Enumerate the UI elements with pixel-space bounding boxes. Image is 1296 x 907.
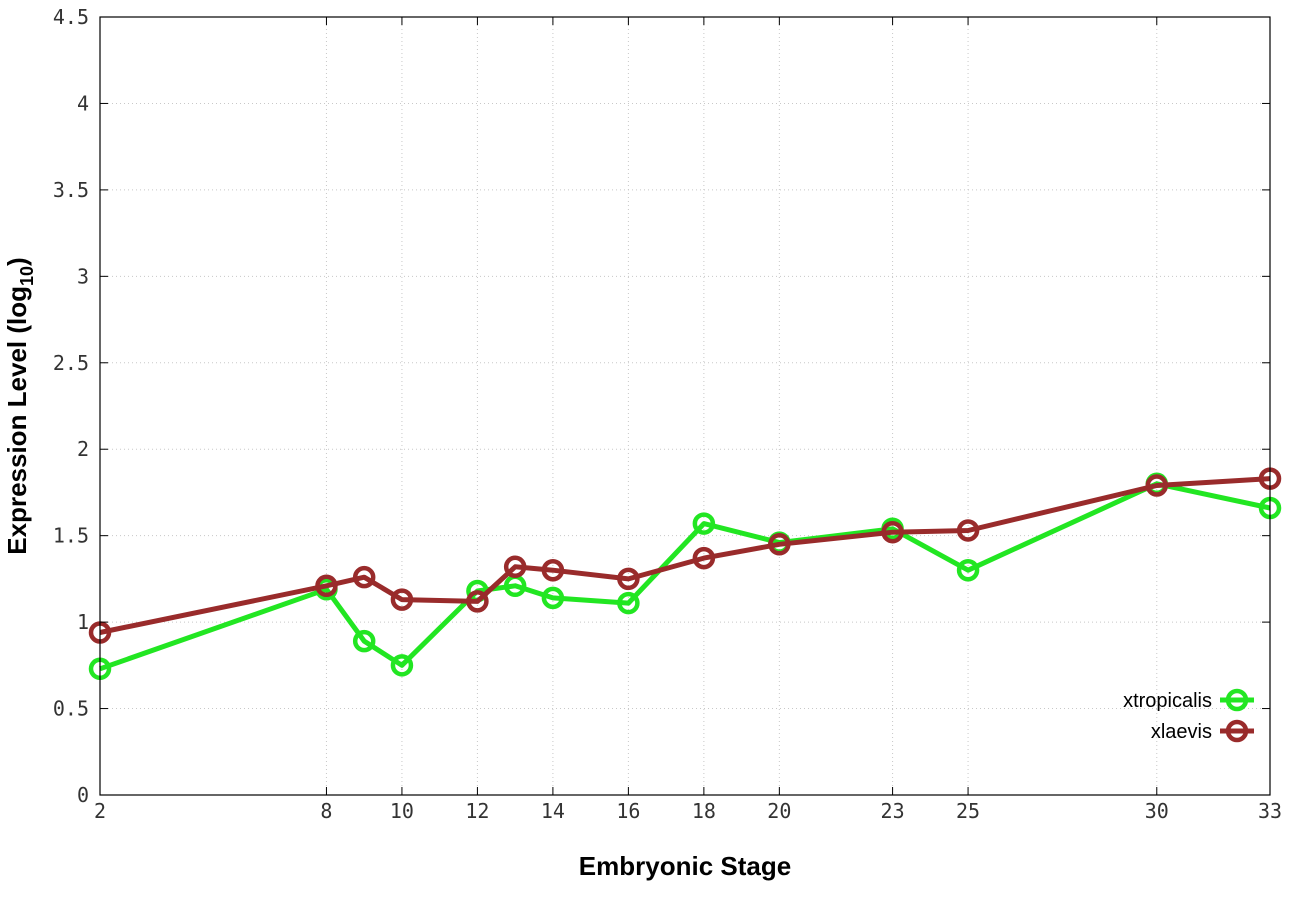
data-point-xtropicalis: [541, 586, 565, 610]
x-tick-label: 2: [94, 799, 106, 823]
y-tick-label: 2: [77, 437, 89, 461]
data-point-xlaevis: [692, 546, 716, 570]
x-tick-label: 20: [767, 799, 791, 823]
y-axis-title-close: ): [2, 257, 32, 266]
data-point-xlaevis: [541, 558, 565, 582]
data-point-xlaevis: [315, 574, 338, 598]
y-axis-tick-labels: 0 0.5 1 1.5 2 2.5 3 3.5 4 4.5: [53, 5, 89, 807]
data-point-xtropicalis: [352, 629, 376, 653]
y-axis-title: Expression Level (log10): [2, 257, 37, 554]
data-point-xlaevis: [617, 567, 640, 591]
x-tick-label: 12: [465, 799, 489, 823]
data-point-xtropicalis: [617, 591, 640, 615]
data-point-xlaevis: [390, 588, 414, 611]
x-tick-label: 16: [616, 799, 640, 823]
plot-frame: [99, 16, 1271, 796]
x-tick-label: 10: [390, 799, 414, 823]
x-tick-label: 8: [320, 799, 332, 823]
y-tick-label: 1: [77, 610, 89, 634]
y-axis-title-main: Expression Level (log: [2, 286, 32, 555]
y-tick-label: 1.5: [53, 524, 89, 548]
data-point-xlaevis: [466, 590, 489, 613]
y-tick-label: 4: [77, 91, 89, 115]
data-point-xlaevis: [881, 520, 904, 544]
data-point-xtropicalis: [692, 512, 716, 535]
x-tick-label: 14: [541, 799, 565, 823]
y-tick-label: 0: [77, 783, 89, 807]
series-layer: [88, 467, 1282, 681]
data-point-xtropicalis: [956, 558, 980, 582]
series-line-xtropicalis: [99, 481, 1271, 672]
x-tick-label: 25: [956, 799, 980, 823]
axis-ticks: [99, 16, 1271, 796]
data-point-xlaevis: [768, 533, 791, 556]
legend-marker-xtropicalis: [1225, 688, 1249, 712]
y-tick-label: 3: [77, 264, 89, 288]
x-axis-title: Embryonic Stage: [579, 851, 791, 881]
x-tick-label: 30: [1145, 799, 1169, 823]
x-tick-label: 23: [881, 799, 905, 823]
legend-marker-xlaevis: [1225, 719, 1249, 743]
legend: xtropicalis xlaevis: [1123, 688, 1254, 743]
y-tick-label: 3.5: [53, 178, 89, 202]
y-tick-label: 4.5: [53, 5, 89, 29]
legend-label-xtropicalis: xtropicalis: [1123, 690, 1212, 712]
x-axis-tick-labels: 2 8 10 12 14 16 18 20 23 25 30 33: [94, 799, 1282, 823]
data-point-xlaevis: [1145, 474, 1169, 497]
x-tick-label: 33: [1258, 799, 1282, 823]
data-point-xtropicalis: [390, 654, 414, 677]
x-tick-label: 18: [692, 799, 716, 823]
y-tick-label: 0.5: [53, 697, 89, 721]
legend-label-xlaevis: xlaevis: [1151, 721, 1212, 743]
y-axis-title-subscript: 10: [17, 266, 37, 286]
grid: [100, 17, 1270, 795]
data-point-xlaevis: [503, 555, 527, 579]
data-point-xlaevis: [352, 565, 376, 589]
y-tick-label: 2.5: [53, 351, 89, 375]
data-point-xlaevis: [956, 519, 980, 542]
